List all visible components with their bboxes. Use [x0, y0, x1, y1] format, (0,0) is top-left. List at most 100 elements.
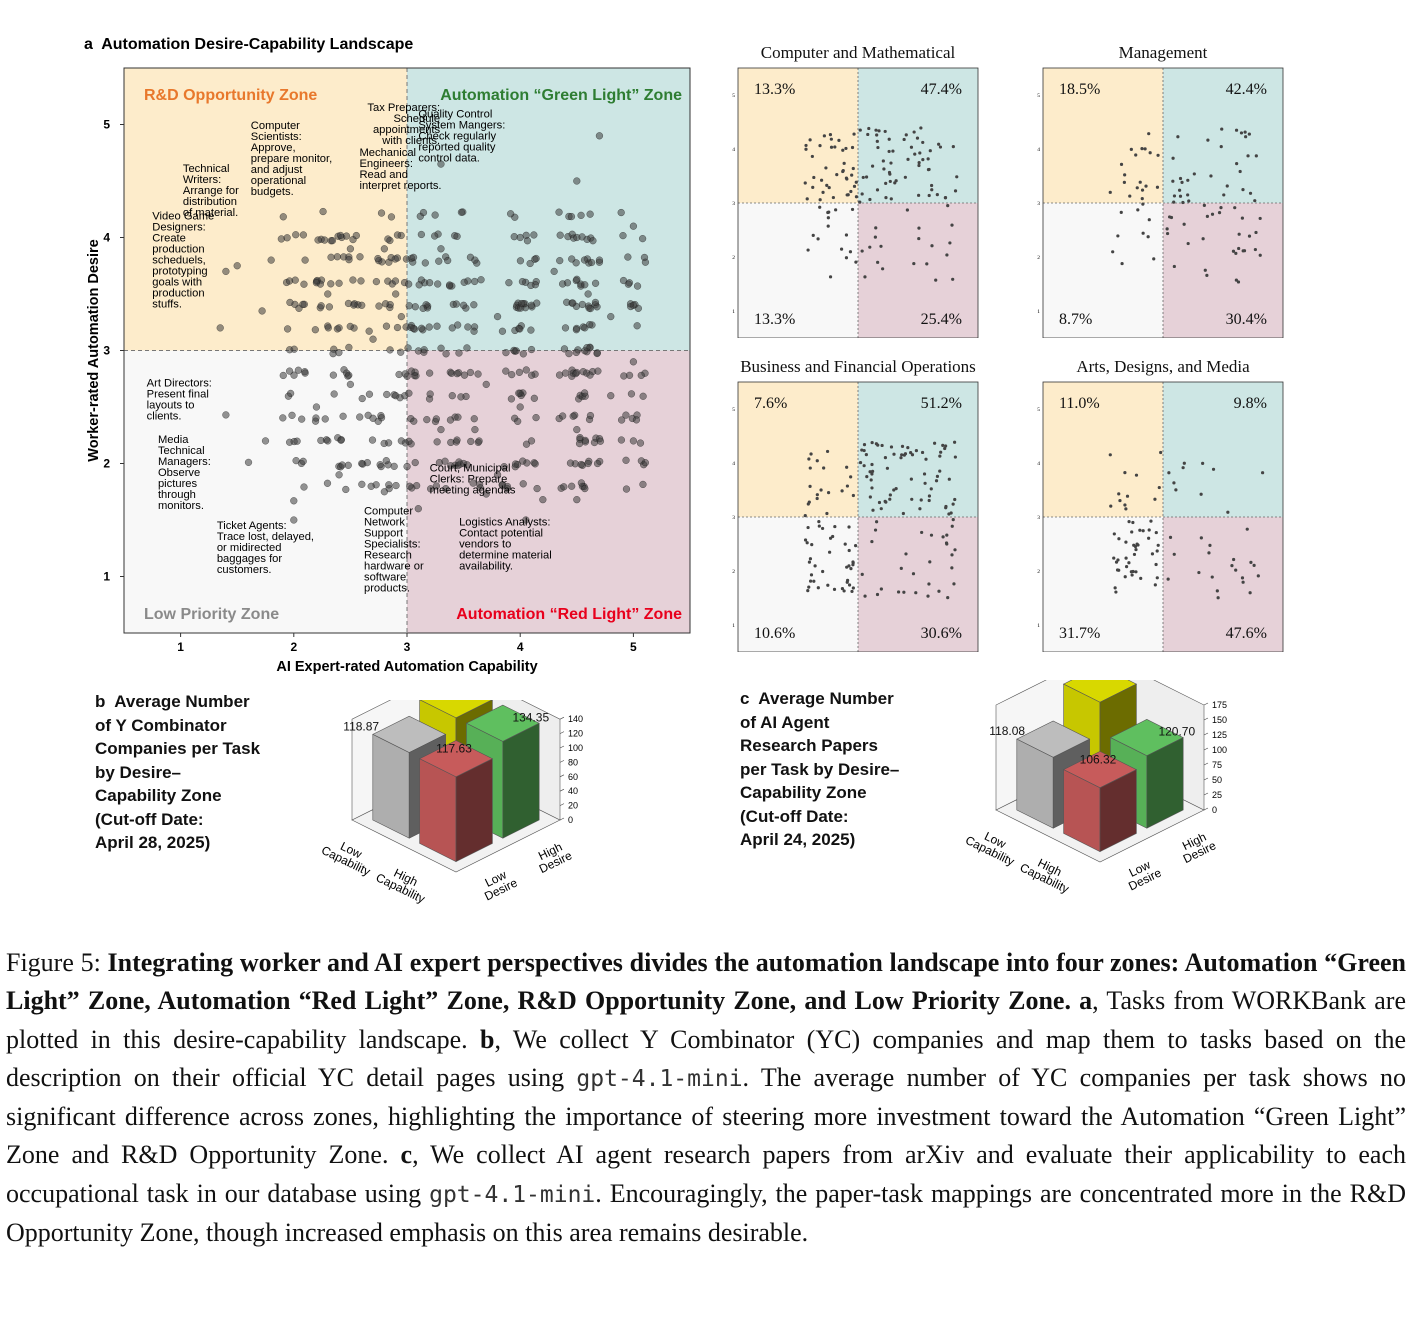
scatter-point — [286, 298, 294, 307]
small-point — [904, 552, 908, 556]
small-point — [926, 594, 930, 598]
panel-c-title-line-2: Research Papers — [740, 736, 878, 755]
small-point — [826, 583, 830, 587]
small-point — [860, 192, 864, 196]
small-point — [917, 161, 921, 165]
small-point — [1136, 208, 1140, 212]
z-tick-label: 50 — [1212, 775, 1222, 785]
small-point — [828, 536, 833, 540]
scatter-point — [498, 327, 507, 335]
caption-c-label: c — [400, 1140, 413, 1170]
small-point — [853, 544, 858, 548]
scatter-point — [506, 210, 515, 218]
small-point — [1134, 570, 1138, 574]
small-point — [1225, 184, 1229, 188]
scatter-point — [572, 369, 580, 378]
annotation-line: Support — [364, 527, 404, 539]
small-y-tick: 3 — [732, 515, 735, 521]
annotation-line: Clerks: Prepare — [430, 473, 508, 485]
label-low-desire: LowDesire — [1121, 855, 1164, 894]
small-point — [852, 184, 857, 188]
scatter-point — [559, 412, 567, 420]
scatter-point — [584, 290, 592, 298]
small-point — [1230, 564, 1234, 568]
small-red-zone-bg — [858, 517, 978, 652]
annotation-0: Video Game Designers: Create production sche… — [152, 210, 214, 310]
small-point — [1124, 565, 1129, 569]
scatter-point — [619, 231, 627, 240]
small-point — [1116, 558, 1120, 562]
caption-b-label: b — [480, 1024, 495, 1054]
bar-value-label-3: 134.35 — [512, 710, 549, 724]
scatter-point — [283, 325, 292, 333]
scatter-point — [586, 371, 594, 379]
scatter-point — [476, 484, 484, 492]
small-point — [1134, 547, 1138, 552]
small-point — [844, 256, 849, 260]
small-point — [821, 190, 825, 194]
small-point — [1247, 234, 1252, 238]
scatter-point — [508, 370, 516, 379]
small-point — [1119, 162, 1124, 166]
scatter-point — [292, 456, 300, 465]
small-point — [915, 136, 920, 140]
small-point — [927, 498, 931, 503]
scatter-point — [457, 208, 466, 216]
scatter-point — [563, 298, 571, 306]
small-points — [803, 440, 957, 600]
small-y-tick: 5 — [732, 407, 735, 413]
panel-c-title-line-0: c Average Number — [740, 689, 894, 708]
small-point — [1109, 504, 1113, 508]
annotation-line: Technical — [158, 445, 205, 457]
annotation-7: Media Technical Managers: Observe pictures th… — [158, 434, 211, 512]
small-point — [1144, 184, 1148, 188]
small-point — [870, 486, 874, 490]
scatter-point — [584, 459, 592, 468]
small-point — [1240, 216, 1244, 220]
bar-value-label-1: 106.32 — [1080, 753, 1117, 767]
scatter-point — [300, 483, 308, 491]
small-point — [902, 590, 906, 594]
scatter-point — [411, 303, 419, 311]
small-point — [1138, 528, 1142, 532]
small-point — [926, 168, 931, 172]
scatter-point — [386, 346, 394, 354]
small-point — [1148, 151, 1152, 155]
scatter-point — [641, 258, 650, 266]
small-point — [815, 459, 819, 463]
scatter-point — [569, 412, 577, 420]
annotation-line: Quality Control — [418, 109, 492, 121]
small-point — [1247, 132, 1251, 136]
scatter-point — [532, 413, 540, 422]
scatter-point — [474, 370, 482, 378]
small-point — [1187, 199, 1191, 203]
small-point — [889, 197, 893, 201]
scatter-point — [530, 231, 538, 239]
scatter-point — [325, 303, 334, 311]
scatter-point — [391, 277, 400, 285]
scatter-point — [311, 326, 319, 334]
small-point — [884, 500, 888, 504]
small-point — [917, 163, 921, 168]
y-tick-label: 3 — [103, 344, 110, 358]
scatter-point — [442, 350, 450, 358]
small-points — [803, 126, 959, 282]
annotation-line: reported quality — [418, 142, 496, 154]
small-point — [1147, 218, 1151, 222]
scatter-point — [320, 236, 329, 244]
small-point — [846, 193, 850, 197]
scatter-point — [482, 380, 490, 389]
label-high-desire: HighDesire — [1176, 827, 1219, 866]
small-point — [1215, 589, 1219, 593]
scatter-point — [594, 367, 602, 375]
small-point — [937, 589, 941, 593]
scatter-point — [607, 312, 615, 321]
pct-top-left: 11.0% — [1059, 395, 1100, 412]
small-point — [1115, 568, 1120, 572]
scatter-point — [622, 485, 631, 493]
annotation-line: interpret reports. — [359, 180, 441, 192]
small-point — [923, 481, 927, 485]
small-point — [1140, 147, 1144, 151]
small-point — [835, 173, 839, 177]
pct-top-right: 47.4% — [921, 81, 962, 98]
